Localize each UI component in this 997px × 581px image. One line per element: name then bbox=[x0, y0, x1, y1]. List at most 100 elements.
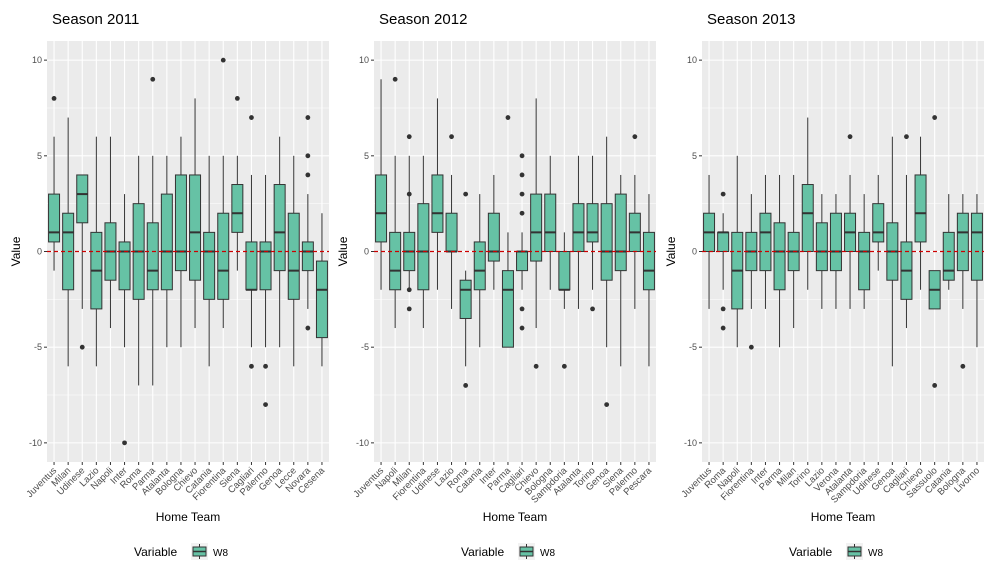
box-udinese bbox=[872, 174, 885, 271]
outlier-point bbox=[51, 96, 57, 101]
outlier-point bbox=[406, 191, 412, 197]
box-body bbox=[586, 203, 599, 243]
outlier-point bbox=[519, 210, 525, 216]
outlier-point bbox=[519, 172, 525, 178]
box-body bbox=[76, 174, 89, 224]
box-body bbox=[217, 212, 230, 300]
y-tick-label: 0 bbox=[37, 247, 42, 257]
outlier-point bbox=[720, 306, 726, 312]
box-juventus bbox=[48, 96, 61, 271]
y-axis-title: Value bbox=[9, 236, 23, 266]
panel-2: -10-50510JuventusNapoliMilanFiorentinaUd… bbox=[336, 11, 656, 560]
outlier-point bbox=[960, 363, 966, 369]
box-body bbox=[600, 203, 613, 281]
outlier-point bbox=[249, 115, 254, 120]
box-body bbox=[301, 241, 314, 272]
box-body bbox=[445, 212, 458, 253]
box-inter bbox=[118, 194, 131, 446]
y-tick-label: -10 bbox=[684, 438, 697, 448]
legend: Variable W8 bbox=[789, 543, 883, 560]
outlier-point bbox=[505, 115, 511, 120]
outlier-point bbox=[305, 172, 311, 178]
outlier-point bbox=[305, 325, 311, 331]
outlier-point bbox=[220, 57, 226, 63]
panel-title: Season 2012 bbox=[379, 11, 467, 28]
y-tick-label: -10 bbox=[29, 438, 42, 448]
outlier-point bbox=[79, 344, 85, 350]
box-palermo bbox=[628, 134, 641, 309]
box-body bbox=[118, 241, 131, 291]
box-body bbox=[259, 241, 272, 291]
outlier-point bbox=[463, 383, 469, 388]
legend-title: Variable bbox=[461, 545, 504, 559]
box-juventus bbox=[375, 79, 388, 290]
outlier-point bbox=[150, 76, 156, 82]
box-parma bbox=[146, 76, 159, 386]
legend-entry-label: W8 bbox=[868, 548, 883, 559]
outlier-point bbox=[590, 306, 595, 312]
y-tick-label: -10 bbox=[356, 438, 369, 448]
box-body bbox=[558, 251, 571, 291]
outlier-point bbox=[406, 306, 412, 312]
box-body bbox=[417, 203, 430, 291]
box-body bbox=[516, 251, 529, 272]
outlier-point bbox=[122, 440, 127, 446]
y-tick-label: 5 bbox=[692, 151, 697, 161]
outlier-point bbox=[519, 191, 525, 197]
box-body bbox=[459, 279, 472, 319]
box-sassuolo bbox=[928, 115, 941, 388]
box-body bbox=[759, 212, 772, 272]
box-body bbox=[231, 184, 244, 233]
outlier-point bbox=[263, 402, 268, 407]
y-tick-label: 10 bbox=[32, 55, 42, 65]
y-tick-label: 10 bbox=[687, 55, 697, 65]
outlier-point bbox=[604, 402, 610, 407]
panel-title: Season 2011 bbox=[52, 11, 139, 28]
box-roma bbox=[459, 191, 472, 388]
y-axis-title: Value bbox=[664, 236, 678, 266]
box-body bbox=[717, 231, 730, 252]
outlier-point bbox=[449, 134, 454, 140]
box-body bbox=[273, 184, 286, 272]
box-catania bbox=[473, 194, 486, 348]
box-catania bbox=[942, 194, 955, 290]
panel-title: Season 2013 bbox=[707, 11, 795, 28]
box-body bbox=[431, 174, 444, 233]
legend: Variable W8 bbox=[134, 543, 228, 560]
outlier-point bbox=[249, 363, 254, 369]
box-livorno bbox=[970, 194, 983, 348]
outlier-point bbox=[519, 306, 525, 312]
box-body bbox=[942, 231, 955, 281]
box-torino bbox=[586, 155, 599, 312]
legend-title: Variable bbox=[789, 545, 832, 559]
box-chievo bbox=[914, 136, 927, 290]
legend-entry-label: W8 bbox=[540, 548, 555, 559]
box-body bbox=[174, 174, 187, 272]
box-body bbox=[858, 231, 871, 291]
outlier-point bbox=[519, 325, 525, 331]
y-tick-label: -5 bbox=[34, 342, 42, 352]
box-cagliari bbox=[245, 115, 258, 369]
outlier-point bbox=[932, 115, 938, 120]
box-napoli bbox=[731, 155, 744, 348]
x-axis-title: Home Team bbox=[483, 510, 547, 524]
legend-title: Variable bbox=[134, 545, 177, 559]
y-tick-label: -5 bbox=[689, 342, 697, 352]
outlier-point bbox=[305, 153, 311, 159]
outlier-point bbox=[406, 134, 412, 140]
box-body bbox=[160, 193, 173, 291]
outlier-point bbox=[392, 76, 398, 82]
y-tick-label: 5 bbox=[364, 151, 369, 161]
box-body bbox=[245, 241, 258, 291]
box-body bbox=[487, 212, 500, 262]
box-roma bbox=[717, 191, 730, 331]
box-udinese bbox=[76, 174, 89, 350]
box-lecce bbox=[287, 155, 300, 367]
x-axis-title: Home Team bbox=[811, 510, 875, 524]
box-body bbox=[773, 222, 786, 291]
outlier-point bbox=[904, 134, 909, 140]
outlier-point bbox=[748, 344, 754, 350]
box-body bbox=[572, 203, 585, 252]
outlier-point bbox=[263, 363, 268, 369]
